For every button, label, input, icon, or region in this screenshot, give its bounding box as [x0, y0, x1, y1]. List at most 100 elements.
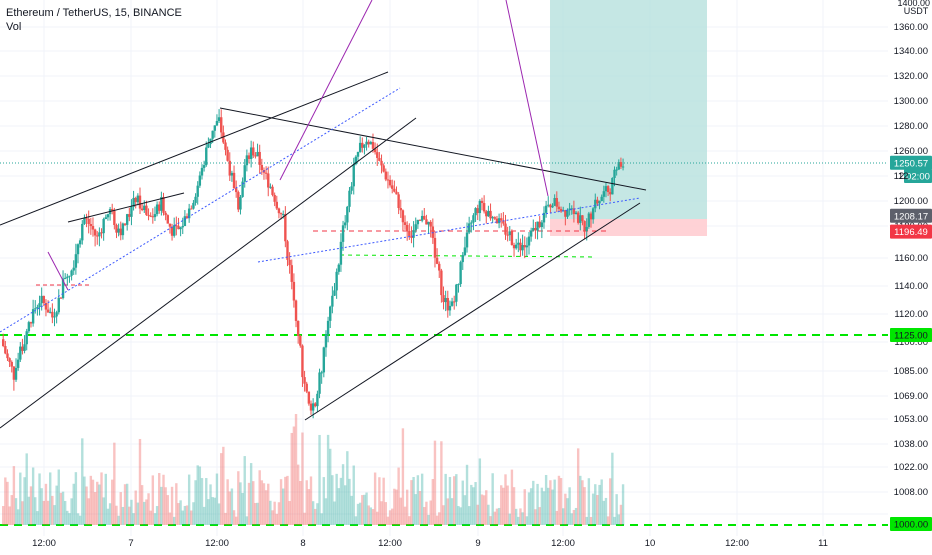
volume-bar [322, 477, 326, 525]
candle-body [544, 205, 548, 213]
candle-body [337, 264, 340, 272]
volume-bar [538, 507, 541, 525]
candle-body [497, 218, 501, 224]
candle-body [207, 144, 210, 148]
volume-bar [367, 505, 370, 525]
volume-bar [162, 474, 165, 525]
symbol-title: Ethereum / TetherUS, 15, BINANCE [6, 7, 182, 19]
candle-body [202, 165, 206, 168]
volume-bar [185, 505, 189, 525]
volume-bar [215, 473, 219, 525]
volume-bar [149, 510, 152, 525]
volume-bar [337, 488, 340, 525]
volume-bar [495, 508, 499, 525]
candle-body [170, 226, 174, 236]
volume-bar [85, 486, 88, 525]
candle-body [4, 346, 7, 354]
candle-body [70, 270, 73, 276]
volume-bar [613, 516, 616, 525]
volume-bar [553, 479, 556, 525]
volume-bar [446, 498, 449, 525]
volume-bar [288, 501, 291, 525]
volume-bar [83, 476, 86, 525]
volume-bar [358, 502, 362, 525]
volume-bar [25, 453, 28, 525]
volume-bar [29, 486, 33, 525]
drawing-layer[interactable] [0, 0, 647, 429]
zone-layer [0, 0, 888, 526]
volume-bar [587, 478, 591, 525]
candle-body [596, 199, 599, 204]
candle-body [8, 358, 11, 362]
candle-body [397, 194, 400, 209]
candle-body [425, 219, 428, 225]
candle-body [527, 236, 531, 246]
volume-bar [2, 506, 5, 525]
volume-bar [279, 479, 283, 525]
candle-body [331, 295, 334, 307]
volume-bar [508, 513, 511, 525]
candle-body [183, 216, 187, 227]
candle-body [587, 213, 591, 227]
candle-body [478, 200, 482, 214]
time-tick-label: 10 [645, 538, 656, 549]
candle-body [414, 224, 417, 231]
volume-bar [448, 476, 452, 525]
purple-swing-marker [47, 251, 69, 291]
volume-bar [260, 480, 264, 525]
candle-body [34, 308, 37, 310]
volume-bar [200, 478, 204, 525]
volume-bar [254, 502, 257, 525]
candle-body [438, 263, 441, 271]
candle-body [294, 300, 298, 321]
candle-body [78, 240, 82, 245]
volume-bar [247, 482, 251, 525]
volume-bar [491, 473, 494, 525]
candle-body [36, 307, 39, 309]
candle-body [384, 171, 388, 180]
candle-body [617, 162, 620, 170]
candle-body [448, 305, 452, 311]
time-tick-label: 8 [300, 538, 305, 549]
volume-bar [361, 495, 364, 525]
volume-bar [525, 516, 529, 525]
volume-bar [583, 487, 586, 525]
candle-body [333, 290, 336, 296]
volume-bar [160, 486, 163, 525]
candle-body [619, 162, 623, 167]
candle-body [594, 199, 597, 209]
candle-body [519, 242, 522, 251]
price-tick-label: 1069.00 [894, 391, 928, 402]
volume-bar [222, 446, 225, 525]
volume-bar [40, 488, 43, 525]
volume-bar [296, 464, 300, 525]
volume-bar [455, 474, 458, 525]
candle-body [232, 172, 236, 189]
volume-bar [408, 516, 411, 525]
candle-layer [2, 109, 625, 419]
candle-body [549, 204, 552, 208]
volume-bar [108, 503, 112, 525]
candle-body [72, 267, 75, 271]
candle-body [55, 312, 58, 317]
time-tick-label: 12:00 [378, 538, 402, 549]
candle-body [540, 222, 544, 228]
candle-body [621, 166, 625, 168]
volume-bar [271, 510, 274, 525]
candle-body [555, 198, 559, 207]
time-tick-label: 9 [475, 538, 480, 549]
volume-bar [459, 507, 462, 525]
candle-body [521, 245, 524, 251]
candle-body [211, 130, 214, 139]
candle-body [290, 265, 293, 282]
volume-bar [416, 475, 420, 525]
volume-bar [42, 500, 46, 525]
candle-body [564, 210, 567, 217]
candle-body [457, 284, 460, 286]
volume-bar [581, 480, 584, 525]
candle-body [606, 186, 610, 193]
grid-layer [0, 0, 888, 536]
